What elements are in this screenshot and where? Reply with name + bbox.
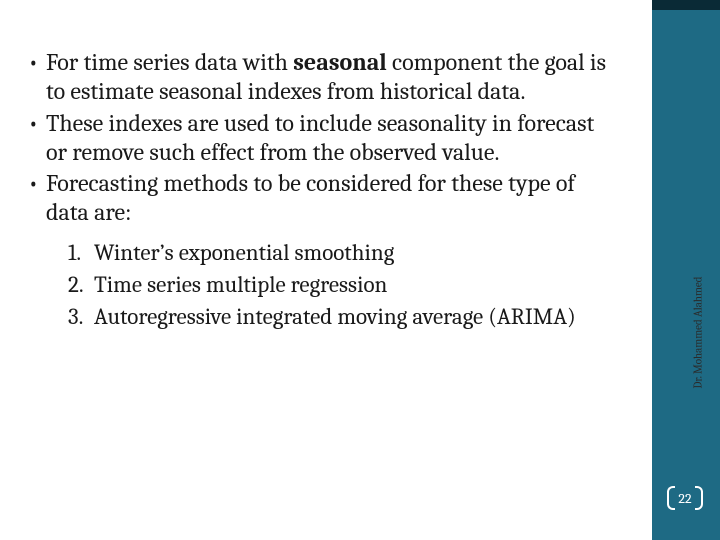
bracket-left-icon [667,486,675,510]
numbered-item: 2. Time series multiple regression [68,270,618,300]
bullet-item: • For time series data with seasonal com… [28,48,618,107]
numbered-text: Time series multiple regression [94,270,618,300]
bullet-item: • Forecasting methods to be considered f… [28,169,618,228]
numbered-text: Winter’s exponential smoothing [94,238,618,268]
bullet-list: • For time series data with seasonal com… [28,48,618,228]
bullet-text-pre: Forecasting methods to be considered for… [46,169,575,226]
bullet-text-pre: For time series data with [46,48,293,76]
page-number: 22 [678,490,691,507]
bullet-text-bold: seasonal [293,48,387,76]
numbered-marker: 3. [68,302,94,332]
slide: 22 Dr. Mohammed Alahmed • For time serie… [0,0,720,540]
author-label: Dr. Mohammed Alahmed [692,277,705,389]
numbered-marker: 2. [68,270,94,300]
numbered-item: 1. Winter’s exponential smoothing [68,238,618,268]
numbered-text: Autoregressive integrated moving average… [94,302,618,332]
bullet-text: These indexes are used to include season… [46,109,618,168]
numbered-marker: 1. [68,238,94,268]
numbered-item: 3. Autoregressive integrated moving aver… [68,302,618,332]
numbered-list: 1. Winter’s exponential smoothing 2. Tim… [68,238,618,333]
bullet-item: • These indexes are used to include seas… [28,109,618,168]
bullet-text: For time series data with seasonal compo… [46,48,618,107]
bullet-text-pre: These indexes are used to include season… [46,109,594,166]
bullet-marker: • [28,48,46,107]
bullet-marker: • [28,109,46,168]
bullet-marker: • [28,169,46,228]
page-number-badge: 22 [671,486,699,510]
sidebar-bar: 22 [652,0,720,540]
bullet-text: Forecasting methods to be considered for… [46,169,618,228]
sidebar-top-accent [652,0,720,10]
content-area: • For time series data with seasonal com… [28,48,618,335]
bracket-right-icon [695,486,703,510]
